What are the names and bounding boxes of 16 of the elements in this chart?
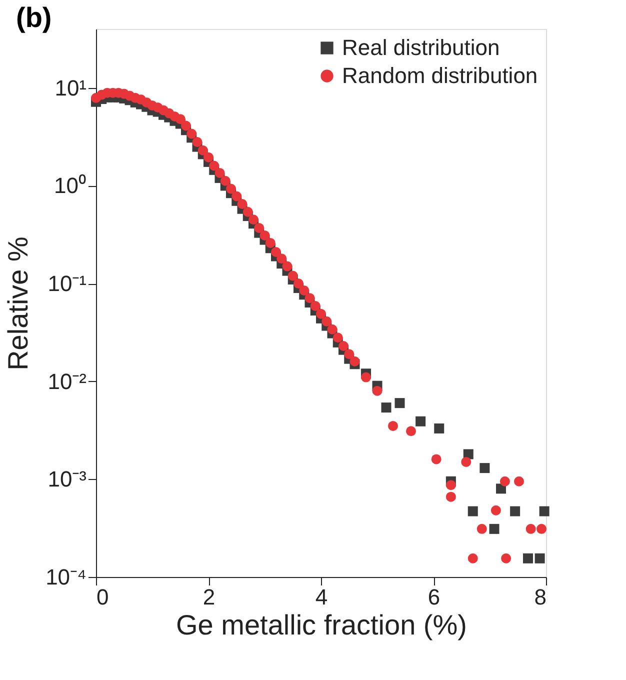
x-tick-label: 6 xyxy=(428,584,440,610)
x-tick-label: 4 xyxy=(315,584,328,610)
y-tick-label: 10⁻⁴ xyxy=(46,564,86,590)
x-tick-label: 2 xyxy=(202,584,216,610)
y-tick-label: 10¹ xyxy=(54,75,86,100)
chart-title: (b) xyxy=(16,2,52,33)
x-axis-title: Ge metallic fraction (%) xyxy=(176,610,467,640)
legend-label: Random distribution xyxy=(342,63,538,88)
y-axis-title: Relative % xyxy=(2,236,34,370)
y-tick-label: 10⁻³ xyxy=(48,466,86,492)
legend-label: Real distribution xyxy=(342,35,500,60)
y-tick-label: 10⁻¹ xyxy=(48,271,86,296)
y-tick-label: 10⁰ xyxy=(54,173,86,198)
x-tick-label: 0 xyxy=(96,584,109,610)
x-tick-label: 8 xyxy=(534,584,546,610)
y-tick-label: 10⁻² xyxy=(48,368,86,394)
